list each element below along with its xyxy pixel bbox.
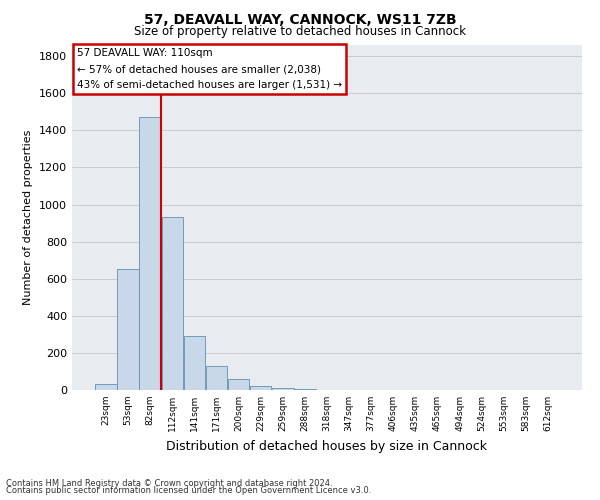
Bar <box>228 378 249 390</box>
Bar <box>184 336 205 390</box>
Y-axis label: Number of detached properties: Number of detached properties <box>23 130 34 305</box>
Text: 57 DEAVALL WAY: 110sqm
← 57% of detached houses are smaller (2,038)
43% of semi-: 57 DEAVALL WAY: 110sqm ← 57% of detached… <box>77 48 342 90</box>
Text: Size of property relative to detached houses in Cannock: Size of property relative to detached ho… <box>134 25 466 38</box>
Bar <box>250 386 271 390</box>
X-axis label: Distribution of detached houses by size in Cannock: Distribution of detached houses by size … <box>167 440 487 452</box>
Bar <box>161 216 183 390</box>
Bar <box>206 366 227 390</box>
Bar <box>117 270 139 390</box>
Bar <box>139 118 161 390</box>
Bar <box>95 384 116 390</box>
Text: 57, DEAVALL WAY, CANNOCK, WS11 7ZB: 57, DEAVALL WAY, CANNOCK, WS11 7ZB <box>143 12 457 26</box>
Text: Contains HM Land Registry data © Crown copyright and database right 2024.: Contains HM Land Registry data © Crown c… <box>6 478 332 488</box>
Bar <box>272 388 293 390</box>
Text: Contains public sector information licensed under the Open Government Licence v3: Contains public sector information licen… <box>6 486 371 495</box>
